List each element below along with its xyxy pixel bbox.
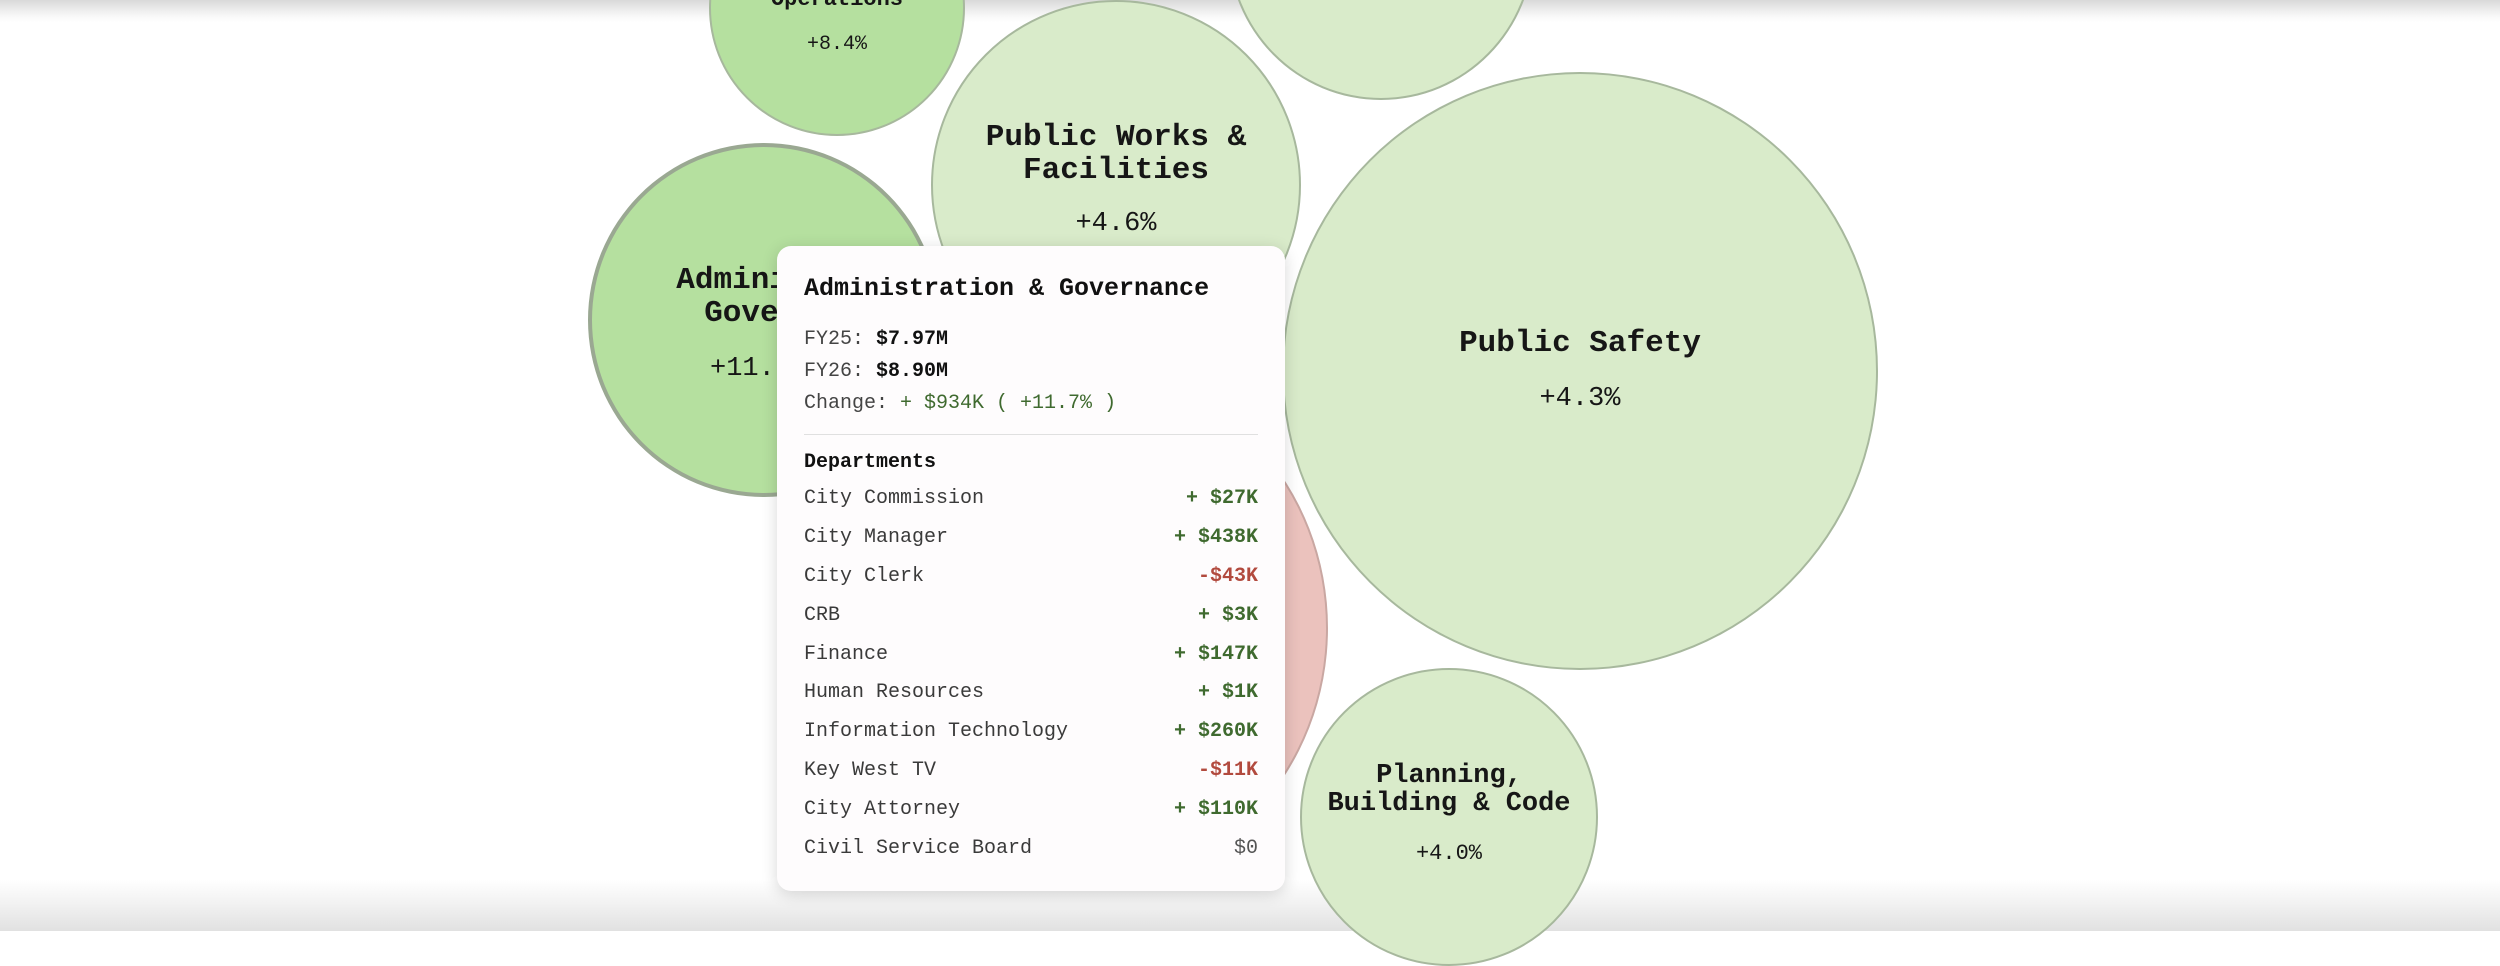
department-row: Key West TV -$11K	[804, 752, 1258, 791]
change-value: + $934K ( +11.7% )	[900, 392, 1117, 415]
department-name: City Commission	[804, 487, 985, 510]
department-delta: + $3K	[1197, 603, 1258, 627]
tooltip-title: Administration & Governance	[804, 274, 1210, 303]
department-delta: + $110K	[1173, 798, 1258, 822]
bubble-label: Planning, Building & Code	[1327, 761, 1571, 820]
department-delta: + $27K	[1185, 487, 1258, 510]
department-delta: -$11K	[1197, 759, 1258, 783]
bubble-change: +8.4%	[806, 33, 867, 56]
department-name: City Manager	[804, 525, 949, 549]
fy25-value: $7.97M	[876, 328, 949, 351]
bubble-change: +4.6%	[1075, 209, 1157, 240]
bubble-label: Public Safety	[1459, 325, 1701, 361]
department-delta: + $438K	[1173, 525, 1258, 549]
department-name: Human Resources	[804, 681, 985, 705]
department-name: City Attorney	[804, 798, 961, 822]
tooltip-fy25-row: FY25: $7.97M	[804, 324, 1258, 356]
department-name: Civil Service Board	[804, 837, 1033, 861]
department-name: Finance	[804, 642, 889, 666]
department-row: Information Technology + $260K	[804, 713, 1258, 752]
department-row: Finance + $147K	[804, 636, 1258, 675]
department-name: City Clerk	[804, 564, 925, 588]
fy26-label: FY26:	[804, 360, 865, 383]
department-delta: $0	[1233, 837, 1258, 861]
department-delta: + $147K	[1173, 642, 1258, 666]
bubble-label: Public Works & Facilities	[985, 120, 1247, 188]
tooltip-change-row: Change: + $934K ( +11.7% )	[804, 388, 1258, 420]
department-delta: + $260K	[1173, 720, 1258, 744]
department-row: City Clerk -$43K	[804, 558, 1258, 597]
department-name: CRB	[804, 603, 841, 627]
department-list: City Commission + $27K City Manager + $438K…	[804, 480, 1258, 869]
department-delta: -$43K	[1197, 564, 1258, 588]
tooltip-divider	[804, 434, 1258, 435]
department-row: City Manager + $438K	[804, 519, 1258, 558]
department-name: Key West TV	[804, 759, 937, 783]
department-delta: + $1K	[1197, 681, 1258, 705]
bubble-change: +4.3%	[1539, 384, 1621, 415]
department-row: Human Resources + $1K	[804, 674, 1258, 713]
department-row: Civil Service Board $0	[804, 830, 1258, 869]
bubble-planning-building-code[interactable]: Planning, Building & Code +4.0%	[1300, 668, 1598, 966]
bubble-unlabeled-top[interactable]	[1228, 0, 1534, 100]
bubble-label: Operations	[771, 0, 903, 11]
bubble-public-safety[interactable]: Public Safety +4.3%	[1282, 72, 1878, 670]
departments-heading: Departments	[804, 451, 937, 474]
fy25-label: FY25:	[804, 328, 865, 351]
department-row: CRB + $3K	[804, 597, 1258, 636]
bubble-tooltip: Administration & Governance FY25: $7.97M…	[777, 246, 1285, 891]
bubble-operations[interactable]: Operations +8.4%	[709, 0, 965, 136]
bubble-change: +11.	[710, 354, 775, 385]
bubble-change: +4.0%	[1415, 840, 1482, 866]
department-row: City Commission + $27K	[804, 480, 1258, 519]
department-name: Information Technology	[804, 720, 1069, 744]
department-row: City Attorney + $110K	[804, 791, 1258, 830]
fy26-value: $8.90M	[876, 360, 949, 383]
change-label: Change:	[804, 392, 889, 415]
tooltip-fy26-row: FY26: $8.90M	[804, 356, 1258, 388]
